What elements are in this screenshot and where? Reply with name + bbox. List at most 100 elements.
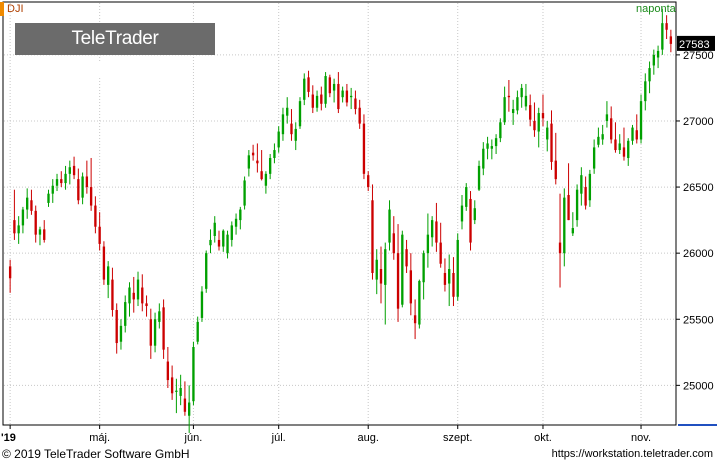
candle (507, 79, 511, 112)
candle-body (251, 152, 255, 156)
candle (72, 156, 76, 180)
candle (426, 213, 430, 268)
candle (149, 308, 152, 359)
candle-body (119, 325, 123, 342)
candle (482, 142, 485, 176)
candle (115, 303, 118, 354)
candle (580, 167, 583, 206)
candle (439, 222, 442, 268)
candle-body (256, 160, 259, 164)
x-tick-label: '19 (1, 432, 16, 444)
candle-body (89, 187, 93, 206)
candle-body (239, 209, 242, 221)
candle (469, 191, 472, 251)
candle-body (584, 187, 587, 206)
candle-body (665, 23, 668, 30)
candle-body (307, 77, 310, 92)
candle (396, 224, 400, 322)
candle (588, 169, 592, 207)
y-tick-label: 27000 (683, 116, 714, 128)
candle (554, 132, 557, 185)
y-tick-label: 25500 (683, 314, 714, 326)
candle-body (320, 94, 323, 104)
candle (473, 200, 476, 225)
candle-body (153, 319, 157, 346)
candle (175, 378, 178, 414)
candle-body (486, 143, 489, 149)
candle (141, 274, 144, 312)
candle (268, 154, 272, 180)
candle-body (175, 390, 178, 392)
candle (162, 299, 165, 359)
candle (119, 319, 123, 350)
candle (192, 341, 195, 406)
candle (550, 110, 553, 170)
candle-body (537, 113, 540, 132)
candle (264, 171, 268, 194)
candle-body (503, 97, 506, 123)
candle-body (136, 279, 140, 300)
candle (196, 316, 199, 345)
candle-body (294, 128, 297, 141)
candle (503, 86, 506, 125)
candle (128, 282, 131, 317)
candle-body (166, 361, 170, 381)
candle-body (315, 95, 319, 108)
candle (243, 176, 246, 210)
candle-body (102, 246, 106, 280)
website-link[interactable]: https://workstation.teletrader.com (551, 448, 713, 460)
teletrader-watermark: TeleTrader WorkStation (15, 23, 215, 81)
candle (537, 107, 540, 148)
candle-body (529, 105, 532, 120)
copyright-text: © 2019 TeleTrader Software GmbH (2, 447, 190, 461)
candle (358, 99, 361, 129)
candle-body (546, 127, 549, 140)
candle (563, 188, 566, 267)
candle-body (554, 160, 557, 180)
candle (89, 157, 93, 211)
candle-body (243, 180, 246, 206)
candle (571, 212, 574, 236)
candle-body (349, 95, 353, 98)
candle-body (192, 347, 195, 402)
candle-body (494, 138, 498, 147)
candle (13, 189, 16, 240)
candle (200, 286, 204, 322)
candle (516, 90, 519, 115)
candle-body (77, 179, 80, 201)
candle (661, 8, 664, 55)
candle-body (639, 101, 643, 140)
y-tick-label: 27500 (683, 50, 714, 62)
candle (618, 134, 621, 155)
candle-body (179, 387, 182, 396)
candle-body (8, 266, 12, 279)
candle-body (162, 307, 165, 350)
x-tick-label: júl. (271, 432, 286, 444)
candle (418, 279, 421, 329)
candle-body (72, 165, 76, 176)
candle (541, 94, 545, 127)
candle (307, 70, 310, 98)
candle (315, 90, 319, 112)
candle (511, 99, 515, 125)
candle-body (384, 249, 387, 285)
candle-body (38, 229, 42, 235)
candle (388, 200, 391, 251)
candle-body (43, 229, 46, 240)
candle-body (490, 146, 494, 149)
candle (205, 250, 208, 293)
candle (669, 29, 673, 53)
candle (298, 97, 302, 129)
candle (38, 226, 42, 246)
candle (107, 261, 110, 299)
candle (226, 230, 229, 259)
candle-body (55, 179, 59, 186)
candle (170, 365, 174, 400)
candle-body (465, 187, 468, 207)
candle-body (277, 131, 280, 148)
candle (98, 212, 101, 251)
candle (477, 160, 481, 192)
candle (627, 138, 630, 166)
candle-body (230, 225, 233, 240)
